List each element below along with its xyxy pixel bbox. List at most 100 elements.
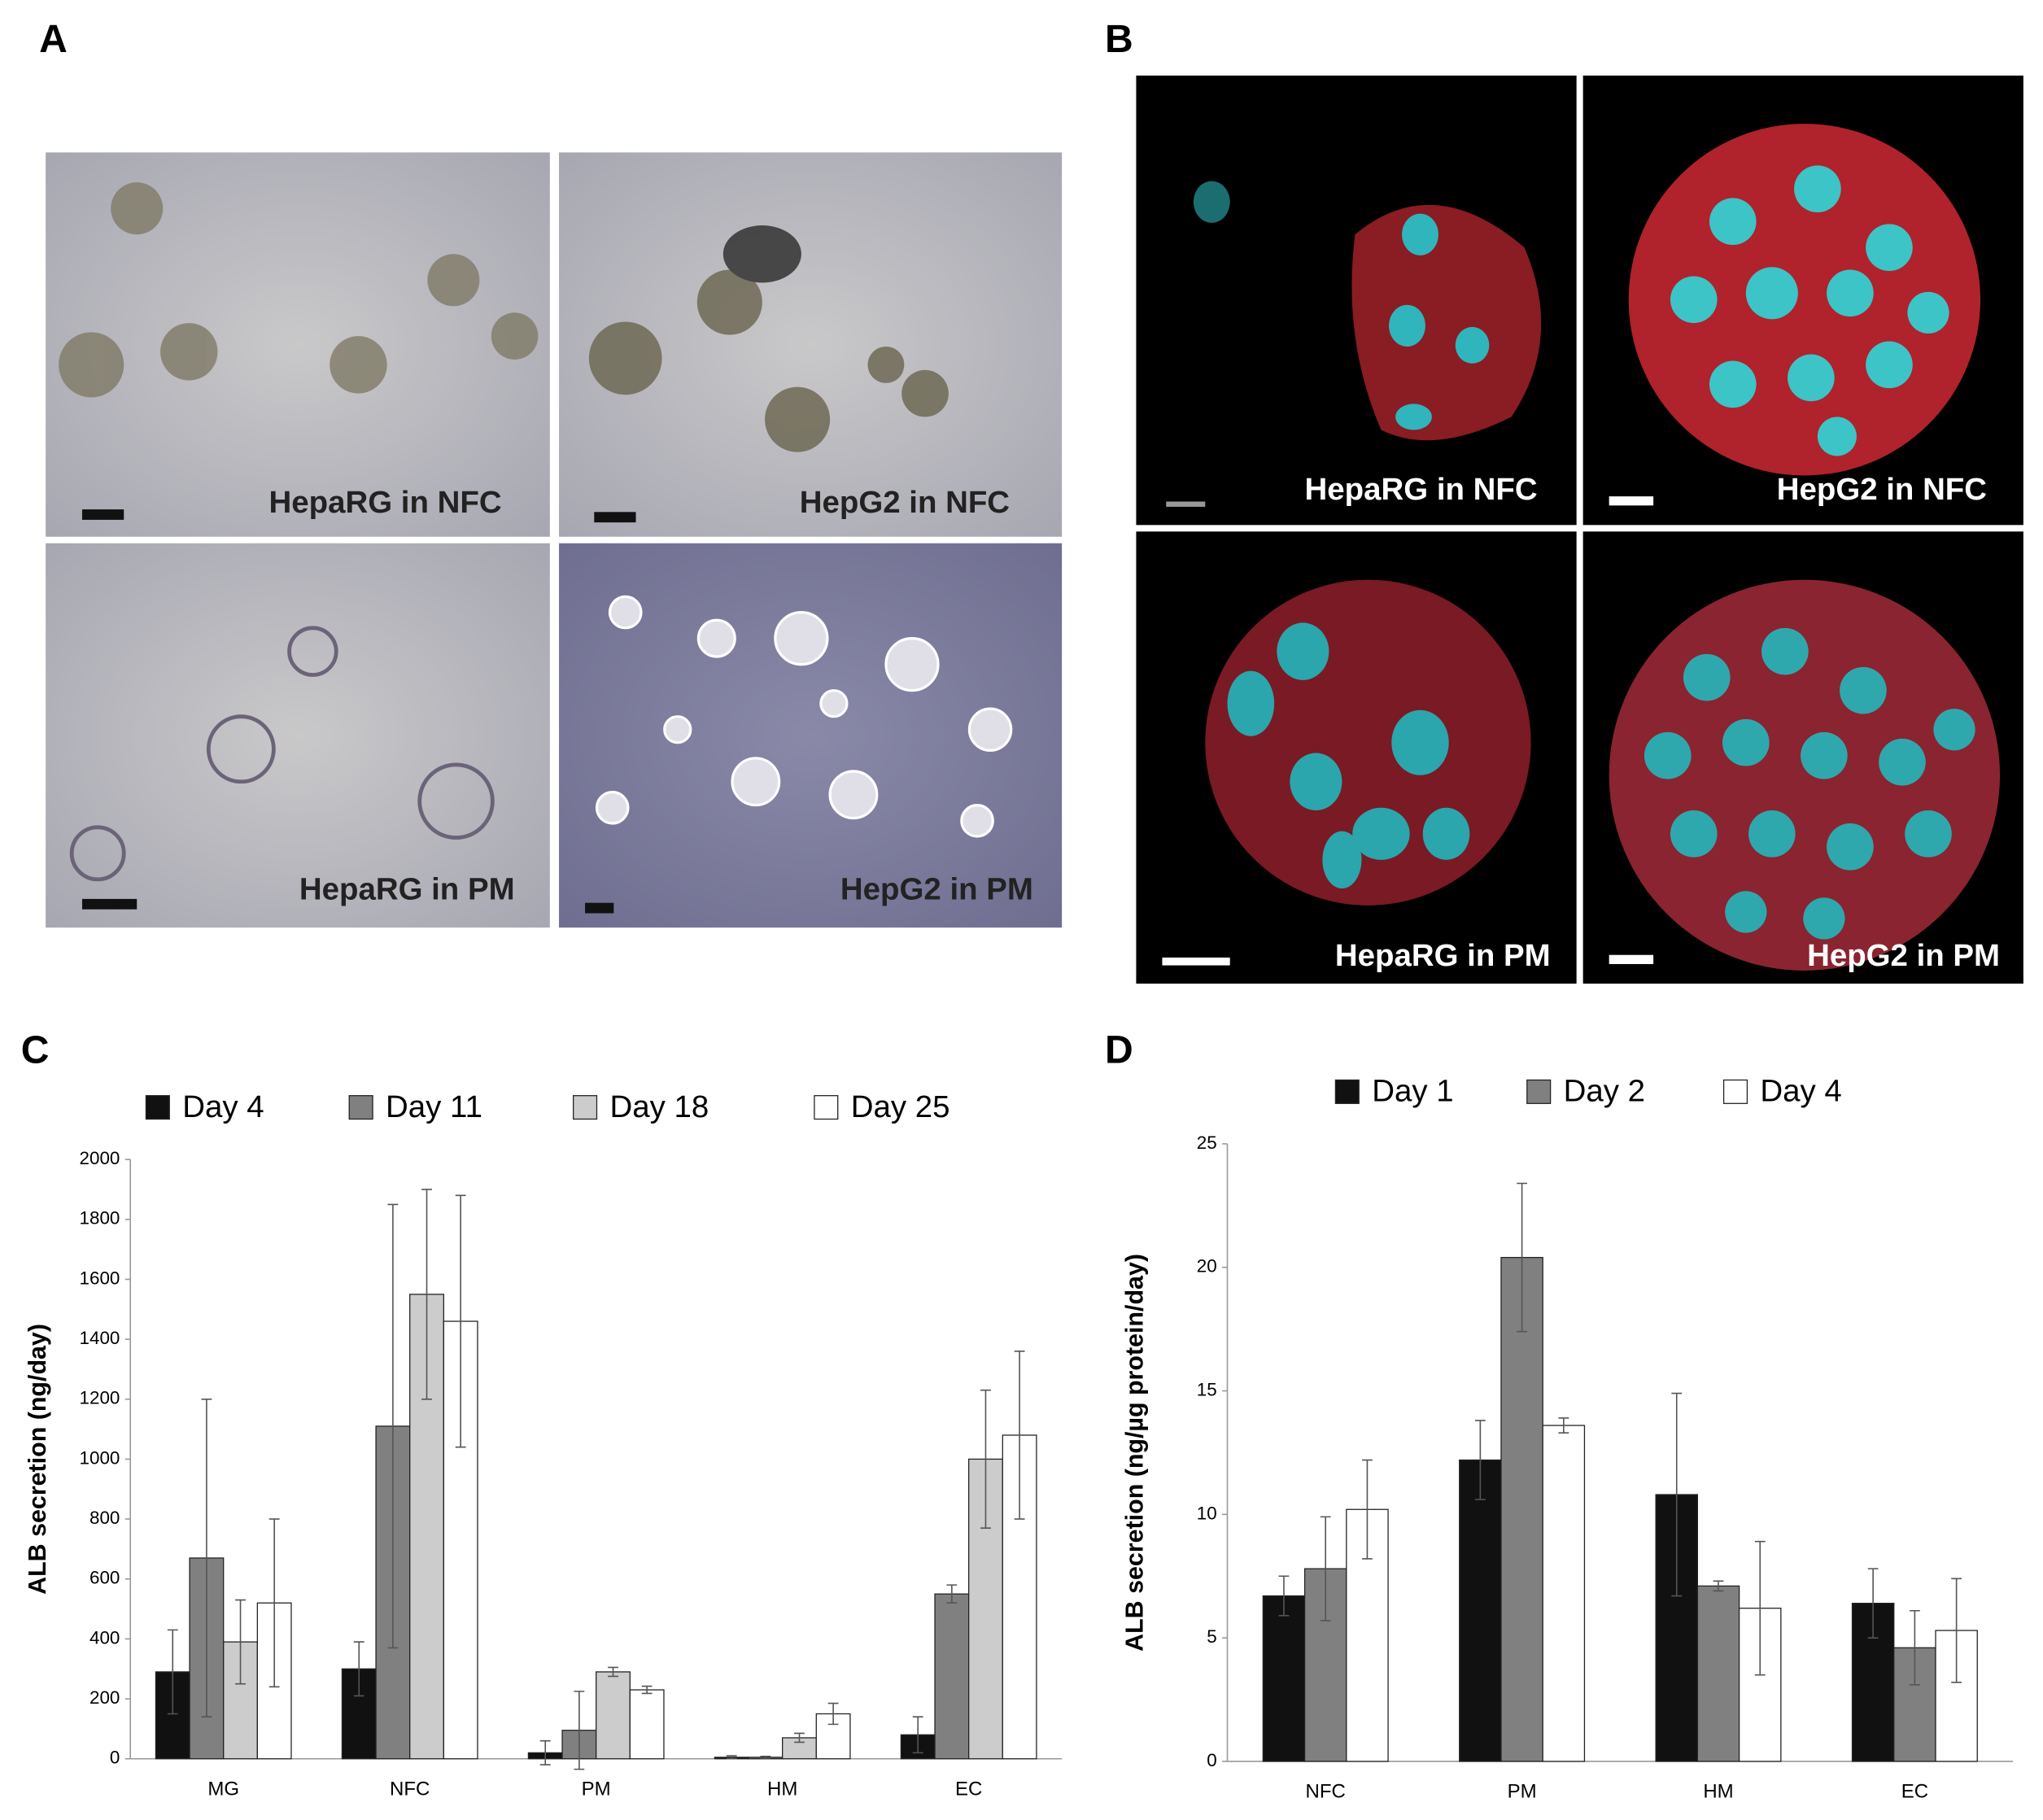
x-tick-label: NFC [1306, 1781, 1346, 1803]
panel-label: A [39, 18, 68, 61]
y-tick-label: 1200 [80, 1388, 120, 1408]
y-tick-label: 0 [110, 1748, 120, 1768]
y-tick-label: 400 [89, 1627, 120, 1648]
legend-swatch [348, 1095, 373, 1120]
error-bar [1867, 1568, 1879, 1639]
error-bar [1713, 1580, 1724, 1592]
bar [1262, 1595, 1306, 1762]
micrograph: HepaRG in PM [46, 543, 550, 928]
legend-label: Day 25 [851, 1089, 950, 1124]
y-tick-label: 5 [1207, 1626, 1216, 1647]
y-tick-label: 25 [1197, 1133, 1217, 1153]
y-tick-label: 1400 [80, 1328, 120, 1348]
y-tick-label: 20 [1197, 1256, 1217, 1277]
y-tick-label: 0 [1207, 1750, 1216, 1770]
panel-label: C [21, 1029, 50, 1072]
error-bar [1909, 1609, 1920, 1686]
bar [815, 1713, 851, 1760]
y-tick-label: 15 [1197, 1379, 1217, 1399]
y-axis-label: ALB secretion (ng/µg protein/day) [1120, 1254, 1148, 1652]
x-tick-label: MG [207, 1779, 239, 1800]
micrograph: HepG2 in NFC [559, 152, 1063, 537]
image-caption: HepaRG in NFC [269, 485, 502, 520]
error-bar [1362, 1459, 1373, 1560]
error-bar [827, 1702, 839, 1726]
error-bar [726, 1755, 737, 1760]
error-bar [1558, 1417, 1569, 1434]
error-bar [794, 1732, 805, 1744]
x-tick-label: PM [1508, 1781, 1537, 1803]
image-caption: HepaRG in NFC [1305, 472, 1538, 507]
error-bar [539, 1739, 551, 1765]
image-caption: HepG2 in NFC [800, 485, 1010, 520]
image-caption: HepG2 in PM [840, 871, 1033, 906]
x-tick-label: PM [582, 1779, 611, 1800]
image-caption: HepG2 in PM [1807, 938, 2000, 973]
error-bar [1474, 1420, 1486, 1500]
fluorescence-image: HepG2 in PM [1582, 531, 2023, 984]
fluorescence-image: HepaRG in PM [1136, 531, 1577, 984]
error-bar [1754, 1540, 1766, 1676]
bar [629, 1689, 665, 1760]
fluorescence-image: HepG2 in NFC [1582, 75, 2023, 526]
bar [596, 1671, 631, 1760]
legend-label: Day 18 [609, 1089, 709, 1124]
x-tick-label: EC [1901, 1781, 1928, 1803]
error-bar [167, 1629, 178, 1715]
legend-label: Day 4 [182, 1089, 264, 1124]
error-bar [608, 1666, 618, 1678]
bar [1696, 1585, 1740, 1762]
error-bar [946, 1584, 958, 1604]
error-bar [1320, 1516, 1331, 1621]
micrograph: HepaRG in NFC [46, 152, 550, 537]
legend-label: Day 1 [1372, 1074, 1453, 1109]
legend-label: Day 11 [386, 1089, 482, 1124]
image-caption: HepG2 in NFC [1777, 472, 1987, 507]
x-tick-label: NFC [390, 1779, 430, 1800]
legend-swatch [573, 1095, 598, 1120]
bar [934, 1593, 970, 1760]
error-bar [353, 1641, 365, 1697]
y-axis-label: ALB secretion (ng/day) [24, 1324, 51, 1595]
legend-label: Day 4 [1760, 1074, 1841, 1109]
y-tick-label: 200 [89, 1687, 120, 1708]
y-tick-label: 2000 [80, 1148, 120, 1168]
error-bar [268, 1518, 280, 1688]
bar [1459, 1459, 1502, 1762]
y-tick-label: 1600 [80, 1268, 120, 1288]
bar [1500, 1256, 1543, 1762]
legend-swatch [1334, 1079, 1360, 1104]
image-caption: HepaRG in PM [1335, 938, 1551, 973]
y-tick-label: 1800 [80, 1208, 120, 1229]
panel-label: B [1105, 18, 1133, 61]
error-bar [1671, 1392, 1683, 1597]
y-tick-label: 1000 [80, 1447, 120, 1468]
bar [1542, 1425, 1586, 1762]
legend-swatch [814, 1095, 839, 1120]
micrograph: HepG2 in PM [559, 543, 1063, 928]
error-bar [912, 1716, 923, 1754]
panel-label: D [1105, 1029, 1133, 1072]
x-tick-label: HM [767, 1779, 797, 1800]
legend-swatch [1526, 1079, 1552, 1104]
error-bar [1517, 1182, 1528, 1333]
y-tick-label: 10 [1197, 1503, 1217, 1523]
image-caption: HepaRG in PM [299, 871, 515, 906]
bar [155, 1671, 190, 1760]
error-bar [455, 1194, 466, 1448]
error-bar [201, 1398, 212, 1717]
error-bar [1951, 1578, 1962, 1683]
fluorescence-image: HepaRG in NFC [1136, 75, 1577, 526]
error-bar [421, 1189, 432, 1400]
legend-swatch [1722, 1079, 1748, 1104]
x-tick-label: HM [1703, 1781, 1733, 1803]
error-bar [574, 1691, 585, 1770]
error-bar [1278, 1575, 1290, 1617]
error-bar [980, 1389, 991, 1529]
legend-label: Day 2 [1564, 1074, 1645, 1109]
x-tick-label: EC [955, 1779, 982, 1800]
error-bar [641, 1685, 653, 1695]
y-tick-label: 800 [89, 1508, 120, 1528]
error-bar [235, 1599, 246, 1685]
